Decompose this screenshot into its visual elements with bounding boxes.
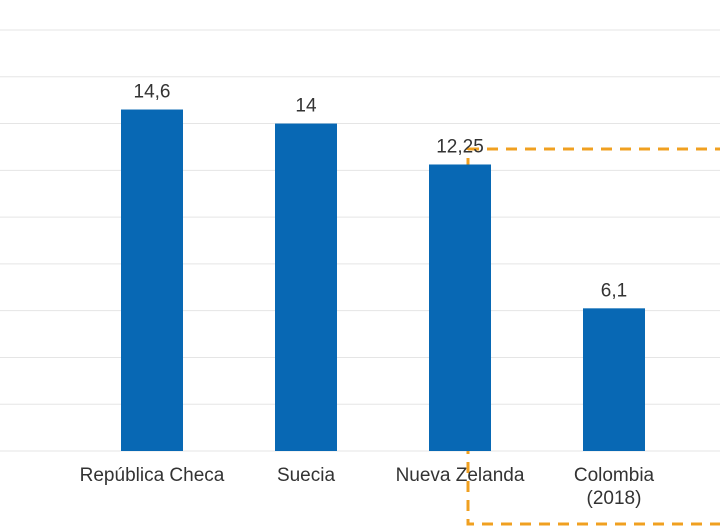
value-label: 6,1: [601, 280, 627, 301]
x-tick-label: Colombia (2018): [574, 465, 655, 509]
bar: [583, 308, 645, 451]
value-label: 12,25: [436, 136, 484, 157]
bar: [275, 123, 337, 452]
x-tick-label: Suecia: [277, 465, 336, 486]
bar: [121, 109, 183, 452]
bar: [429, 164, 491, 451]
x-tick-label: República Checa: [80, 465, 225, 486]
value-label: 14,6: [134, 82, 171, 103]
value-label: 14: [295, 96, 317, 117]
x-tick-label: Nueva Zelanda: [396, 465, 525, 486]
